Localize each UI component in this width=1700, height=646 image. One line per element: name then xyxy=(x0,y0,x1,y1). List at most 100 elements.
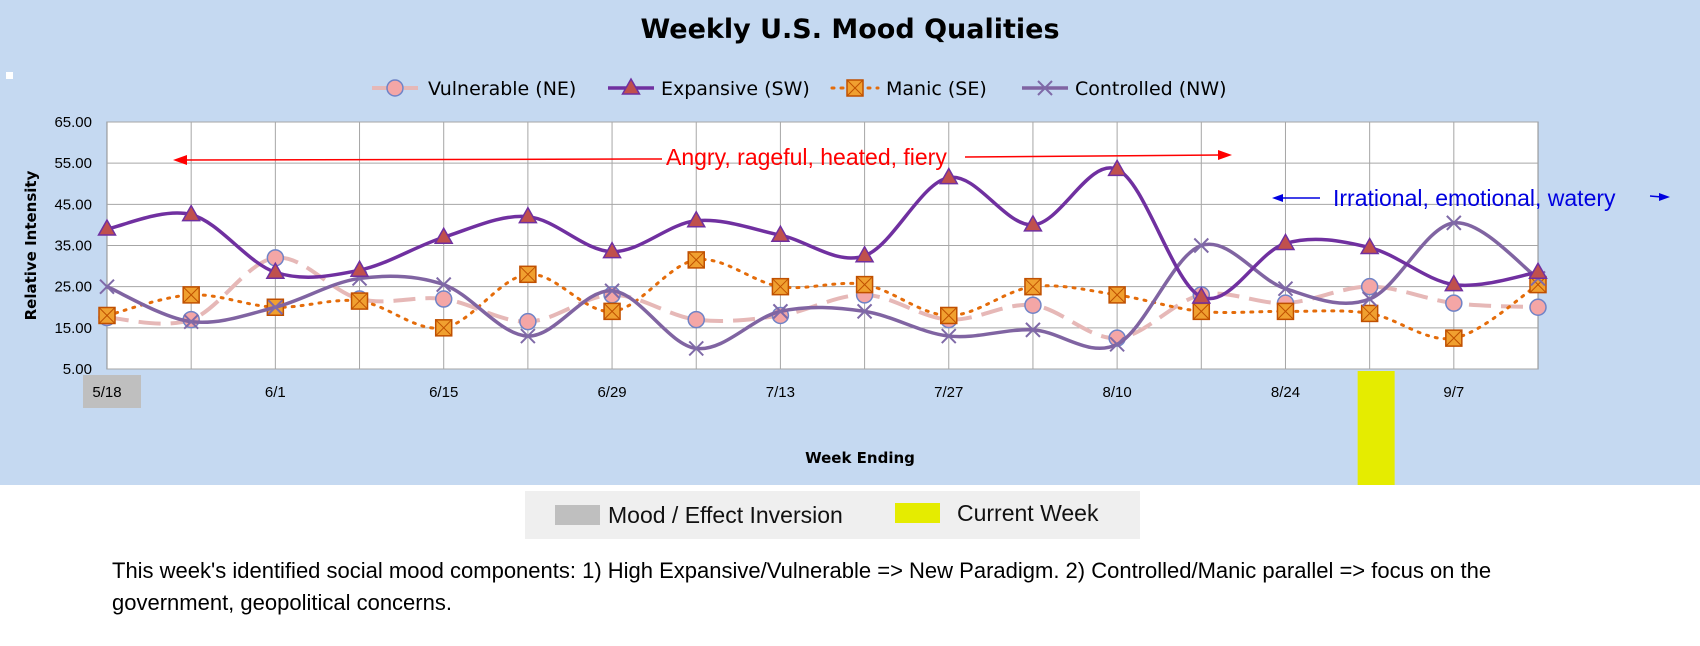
expansive-sw-point xyxy=(349,259,370,277)
red-arrow-left xyxy=(184,158,663,161)
expansive-sw-point xyxy=(433,226,454,245)
manic-se-point xyxy=(434,319,453,337)
expansive-sw-point xyxy=(1359,237,1380,255)
y-tick-label: 45.00 xyxy=(54,196,92,213)
series-legend: Vulnerable (NE) Expansive (SW) Manic (SE) C… xyxy=(372,77,1227,100)
expansive-sw-point xyxy=(97,218,117,236)
y-axis-label: Relative Intensity xyxy=(22,170,40,320)
manic-se-point xyxy=(519,265,537,284)
manic-se-legend-point xyxy=(846,79,864,97)
manic-se-point xyxy=(687,251,705,269)
corner-marker xyxy=(6,72,13,79)
manic-se-point xyxy=(771,277,790,296)
vulnerable-ne-legend-label: Vulnerable (NE) xyxy=(428,78,576,100)
expansive-sw-point xyxy=(1107,158,1127,177)
current-week-swatch xyxy=(895,503,940,523)
vulnerable-ne-point xyxy=(434,290,453,308)
manic-se-point xyxy=(603,302,621,321)
controlled-nw-point xyxy=(688,340,704,357)
expansive-sw-point xyxy=(602,241,622,259)
vulnerable-ne-point xyxy=(519,312,537,331)
controlled-nw-legend-point xyxy=(1037,80,1053,96)
manic-se-point xyxy=(1276,302,1295,321)
y-tick-label: 65.00 xyxy=(54,114,92,131)
y-tick-label: 25.00 xyxy=(54,279,92,296)
manic-se-point xyxy=(1192,302,1211,321)
y-tick-label: 5.00 xyxy=(63,361,92,378)
vulnerable-ne-legend-point xyxy=(386,79,404,97)
x-tick-label: 6/1 xyxy=(265,384,286,401)
manic-se-point xyxy=(1445,329,1463,347)
highlight-legend: Mood / Effect Inversion Current Week xyxy=(525,491,1140,539)
controlled-nw-point xyxy=(604,283,620,299)
manic-se-legend-label: Manic (SE) xyxy=(886,78,987,100)
controlled-nw-point xyxy=(941,328,957,344)
inversion-swatch xyxy=(555,505,600,525)
blue-arrowhead-right xyxy=(1659,193,1670,201)
expansive-sw-point xyxy=(1528,261,1548,280)
current-week-legend-label: Current Week xyxy=(957,500,1099,526)
y-axis-ticks: 5.00 15.00 25.00 35.00 45.00 55.00 65.00 xyxy=(54,114,92,378)
controlled-nw-point xyxy=(435,276,452,293)
x-tick-label: 6/15 xyxy=(429,384,458,401)
controlled-nw-point xyxy=(520,328,536,344)
expansive-sw-point xyxy=(518,206,538,224)
x-tick-label: 5/18 xyxy=(92,384,121,401)
y-tick-label: 15.00 xyxy=(54,320,92,337)
manic-se-point xyxy=(855,275,874,294)
summary-text: This week's identified social mood compo… xyxy=(112,558,1492,615)
expansive-sw-legend-point xyxy=(621,77,641,95)
controlled-nw-point xyxy=(1277,281,1294,297)
controlled-nw-point xyxy=(1109,336,1125,353)
vulnerable-ne-point xyxy=(1360,277,1379,296)
inversion-legend-label: Mood / Effect Inversion xyxy=(608,502,843,528)
expansive-sw-point xyxy=(686,210,707,228)
controlled-nw-point xyxy=(1446,215,1462,231)
vulnerable-ne-point xyxy=(1445,294,1463,312)
expansive-sw-point xyxy=(1191,286,1212,304)
red-arrow-right xyxy=(964,154,1221,158)
inversion-highlight xyxy=(83,375,141,408)
expansive-sw-point xyxy=(938,167,959,185)
manic-se-point xyxy=(940,306,958,325)
annotation-irrational: Irrational, emotional, watery xyxy=(1333,185,1616,211)
chart-svg: Vulnerable (NE) Expansive (SW) Manic (SE) C… xyxy=(22,77,1670,485)
manic-se-point xyxy=(182,286,200,304)
controlled-nw-point xyxy=(772,303,789,320)
vulnerable-ne-point xyxy=(1529,298,1547,316)
manic-se-point xyxy=(1108,286,1126,304)
expansive-sw-point xyxy=(1444,274,1464,292)
controlled-nw-point xyxy=(856,303,873,320)
manic-se-point xyxy=(1360,304,1379,323)
blue-arrowhead-left xyxy=(1272,194,1283,202)
manic-se-point xyxy=(1024,277,1042,296)
controlled-nw-point xyxy=(99,278,115,295)
expansive-sw-point xyxy=(181,204,201,222)
red-arrowhead-right xyxy=(1218,150,1232,160)
controlled-nw-point xyxy=(267,299,284,315)
vulnerable-ne-point xyxy=(687,310,705,329)
controlled-nw-point xyxy=(1361,291,1378,307)
x-axis-label: Week Ending xyxy=(805,449,915,467)
chart-title: Weekly U.S. Mood Qualities xyxy=(640,14,1060,45)
manic-se-point xyxy=(350,292,369,310)
annotations: Angry, rageful, heated, fiery Irrational,… xyxy=(173,144,1670,211)
x-tick-label: 8/10 xyxy=(1103,384,1132,401)
x-tick-label: 7/27 xyxy=(934,384,963,401)
red-arrowhead-left xyxy=(173,155,187,165)
controlled-nw-point xyxy=(183,313,199,330)
expansive-sw-point xyxy=(265,261,286,280)
current-week-highlight xyxy=(1357,371,1395,485)
manic-se-point xyxy=(98,306,116,325)
x-tick-label: 8/24 xyxy=(1271,384,1300,401)
x-tick-label: 6/29 xyxy=(597,384,626,401)
controlled-nw-point xyxy=(1193,237,1210,254)
series-layer xyxy=(97,158,1548,357)
controlled-nw-point xyxy=(1025,322,1041,338)
controlled-nw-legend-label: Controlled (NW) xyxy=(1075,78,1227,100)
expansive-sw-point xyxy=(770,224,791,242)
highlight-layer xyxy=(83,371,1395,485)
expansive-sw-legend-label: Expansive (SW) xyxy=(661,78,810,100)
y-tick-label: 55.00 xyxy=(54,155,92,172)
vulnerable-ne-point xyxy=(1024,296,1042,314)
